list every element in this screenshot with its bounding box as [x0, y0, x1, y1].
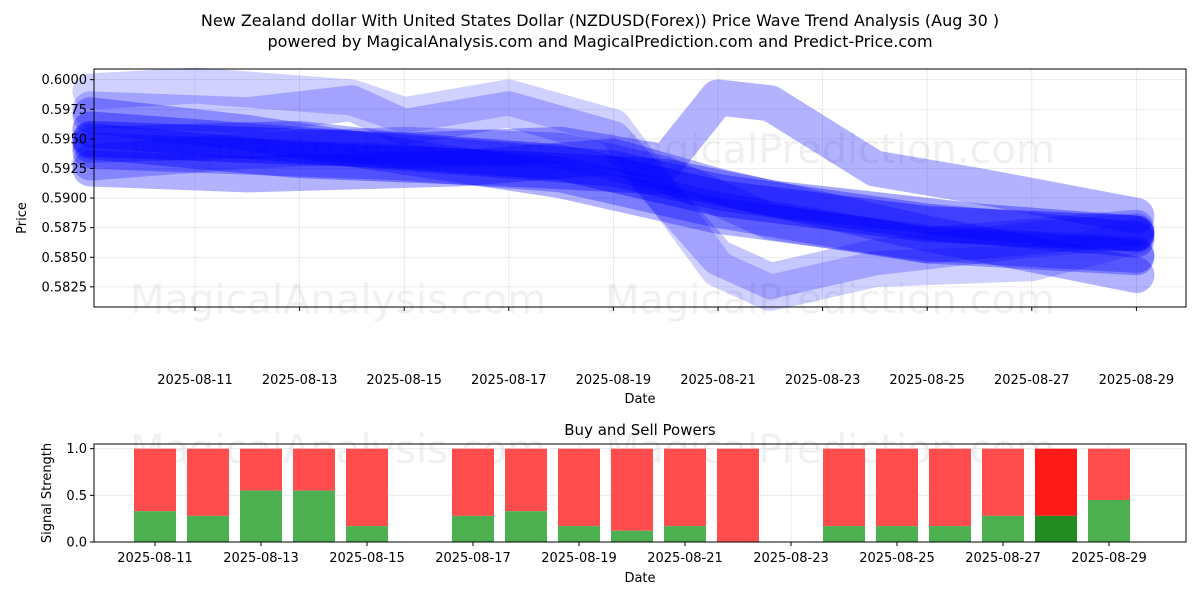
signal-x-tick-label: 2025-08-27 — [965, 551, 1041, 566]
watermark-text: MagicalAnalysis.com — [130, 277, 546, 323]
price-y-ticks: 0.5825 0.5850 0.5875 0.5900 0.5925 0.5950 0.59… — [42, 73, 94, 295]
price-y-tick-label: 0.5825 — [42, 280, 88, 295]
price-x-tick-label: 2025-08-17 — [471, 373, 547, 388]
price-grid — [94, 69, 1186, 307]
signal-y-axis-label: Signal Strength — [40, 443, 55, 543]
price-wave-line — [72, 79, 1155, 234]
buy-bar — [346, 526, 388, 542]
price-y-tick-label: 0.6000 — [42, 73, 88, 88]
buy-bar — [611, 530, 653, 542]
sell-bar — [876, 448, 918, 527]
price-plot-frame — [93, 68, 1187, 308]
price-x-tick-label: 2025-08-25 — [889, 373, 965, 388]
buy-bar — [240, 490, 282, 542]
buy-bar — [982, 515, 1024, 542]
price-y-tick-label: 0.5875 — [42, 221, 88, 236]
signal-x-tick-label: 2025-08-15 — [329, 551, 405, 566]
signal-x-tick-label: 2025-08-13 — [223, 551, 299, 566]
sell-bar — [929, 448, 971, 527]
price-x-tick-label: 2025-08-29 — [1099, 373, 1175, 388]
signal-bars — [134, 448, 1130, 542]
buy-bar — [452, 515, 494, 542]
buy-bar — [1088, 500, 1130, 542]
buy-bar — [293, 490, 335, 542]
price-x-axis-label: Date — [624, 392, 655, 407]
signal-bar-chart: Buy and Sell Powers 0.0 0.5 1.0 2025-08-11… — [40, 421, 1187, 586]
buy-bar — [823, 526, 865, 542]
sell-bar — [293, 448, 335, 491]
buy-bar — [876, 526, 918, 542]
price-wave-chart: 0.5825 0.5850 0.5875 0.5900 0.5925 0.5950 0.59… — [15, 67, 1187, 407]
price-x-tick-label: 2025-08-15 — [366, 373, 442, 388]
chart-title: New Zealand dollar With United States Do… — [201, 11, 999, 30]
price-x-tick-label: 2025-08-21 — [680, 373, 756, 388]
sell-bar — [240, 448, 282, 491]
sell-bar — [717, 448, 759, 542]
signal-x-tick-label: 2025-08-21 — [647, 551, 723, 566]
signal-y-tick-label: 0.0 — [66, 536, 87, 551]
price-x-tick-label: 2025-08-13 — [262, 373, 338, 388]
sell-bar — [1088, 448, 1130, 500]
signal-x-tick-label: 2025-08-17 — [435, 551, 511, 566]
sell-bar — [611, 448, 653, 531]
sell-bar — [452, 448, 494, 516]
sell-bar — [134, 448, 176, 512]
price-wave-line — [72, 138, 1155, 293]
buy-bar — [1035, 515, 1077, 542]
price-wave-line — [72, 120, 1155, 252]
price-x-tick-label: 2025-08-11 — [157, 373, 233, 388]
sell-bar — [823, 448, 865, 527]
sell-bar — [558, 448, 600, 527]
signal-x-tick-label: 2025-08-23 — [753, 551, 829, 566]
price-x-ticks: 2025-08-11 2025-08-13 2025-08-15 2025-08-17… — [157, 307, 1174, 388]
sell-bar — [1035, 448, 1077, 516]
price-wave-line — [72, 123, 1155, 252]
price-y-tick-label: 0.5900 — [42, 192, 88, 207]
buy-bar — [505, 511, 547, 542]
price-wave-line — [72, 97, 1155, 273]
price-y-tick-label: 0.5850 — [42, 251, 88, 266]
price-wave-line — [72, 132, 1155, 276]
price-wave-line — [72, 111, 1155, 258]
signal-y-tick-label: 1.0 — [66, 442, 87, 457]
signal-x-tick-label: 2025-08-19 — [541, 551, 617, 566]
price-y-axis-label: Price — [15, 202, 30, 234]
signal-chart-title: Buy and Sell Powers — [564, 421, 716, 439]
signal-x-axis-label: Date — [624, 571, 655, 586]
price-waves — [72, 67, 1155, 311]
buy-bar — [187, 515, 229, 542]
buy-bar — [134, 511, 176, 542]
signal-plot-frame — [93, 443, 1187, 543]
signal-x-tick-label: 2025-08-25 — [859, 551, 935, 566]
sell-bar — [505, 448, 547, 512]
signal-x-ticks: 2025-08-11 2025-08-13 2025-08-15 2025-08-17… — [117, 542, 1147, 566]
sell-bar — [346, 448, 388, 527]
chart-subtitle: powered by MagicalAnalysis.com and Magic… — [267, 32, 932, 51]
price-y-tick-label: 0.5975 — [42, 103, 88, 118]
watermark-text: MagicalPrediction.com — [605, 127, 1055, 173]
buy-bar — [664, 526, 706, 542]
sell-bar — [187, 448, 229, 516]
sell-bar — [982, 448, 1024, 516]
watermark-text: MagicalAnalysis.com — [130, 127, 546, 173]
price-x-tick-label: 2025-08-19 — [576, 373, 652, 388]
price-wave-line — [72, 85, 1155, 299]
price-x-tick-label: 2025-08-23 — [785, 373, 861, 388]
signal-x-tick-label: 2025-08-29 — [1071, 551, 1147, 566]
buy-bar — [929, 526, 971, 542]
buy-bar — [558, 526, 600, 542]
price-wave-line — [72, 126, 1155, 264]
price-wave-line — [72, 67, 1155, 311]
watermark-text: MagicalPrediction.com — [605, 277, 1055, 323]
price-x-tick-label: 2025-08-27 — [994, 373, 1070, 388]
signal-x-tick-label: 2025-08-11 — [117, 551, 193, 566]
signal-y-tick-label: 0.5 — [66, 489, 87, 504]
sell-bar — [664, 448, 706, 527]
price-y-tick-label: 0.5925 — [42, 162, 88, 177]
signal-y-ticks: 0.0 0.5 1.0 — [66, 442, 94, 551]
price-y-tick-label: 0.5950 — [42, 132, 88, 147]
